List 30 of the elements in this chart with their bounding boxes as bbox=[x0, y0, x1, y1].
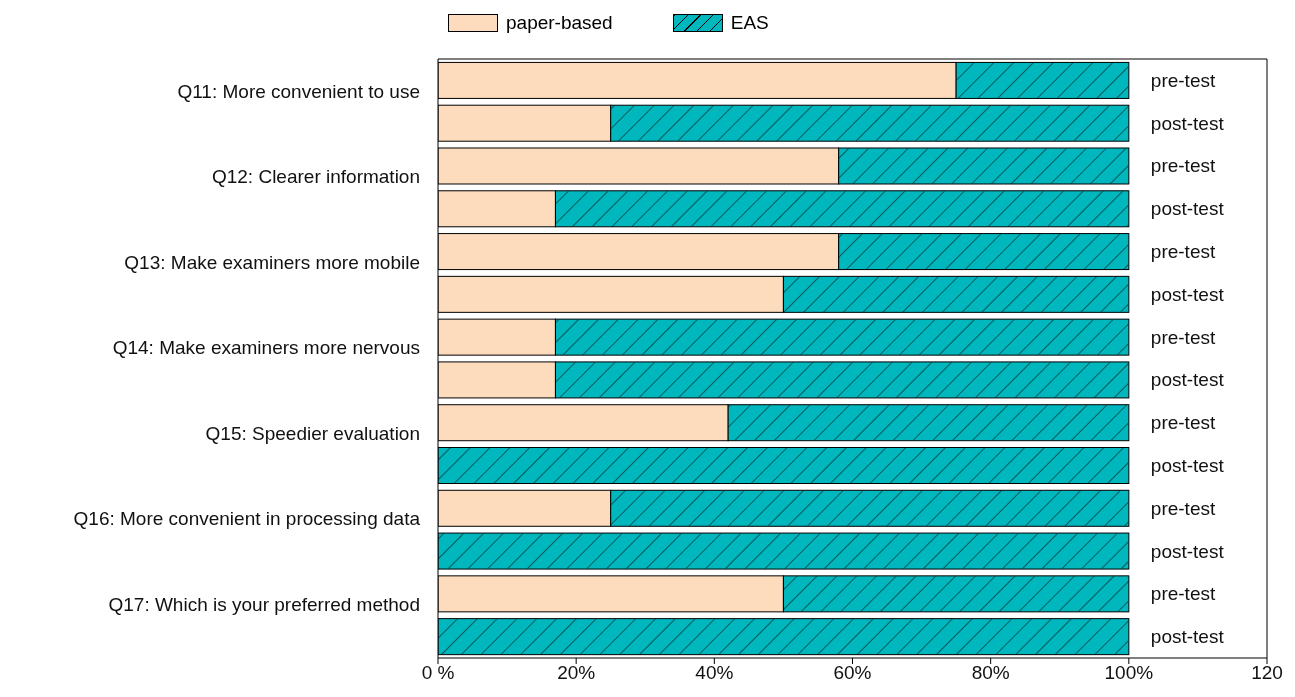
x-tick-label: 80% bbox=[971, 662, 1010, 684]
y-tick-label: Q13: Make examiners more mobile bbox=[124, 251, 420, 273]
y-tick-label: Q15: Speedier evaluation bbox=[205, 422, 420, 444]
y-tick-label: Q16: More convenient in processing data bbox=[73, 508, 421, 530]
y2-tick-label: post-test bbox=[1150, 540, 1225, 562]
x-tick-label: 0 % bbox=[421, 662, 455, 684]
y2-tick-label: pre-test bbox=[1150, 583, 1216, 605]
y2-tick-label: post-test bbox=[1150, 283, 1225, 305]
y-tick-label: Q17: Which is your preferred method bbox=[108, 594, 420, 616]
legend-label: paper-based bbox=[506, 12, 613, 34]
y-tick-label: Q11: More convenient to use bbox=[177, 80, 420, 102]
x-tick-label: 60% bbox=[833, 662, 872, 684]
x-tick-label: 100% bbox=[1104, 662, 1154, 684]
y2-tick-label: pre-test bbox=[1150, 497, 1216, 519]
y-tick-label: Q14: Make examiners more nervous bbox=[112, 337, 420, 359]
y2-tick-label: post-test bbox=[1150, 112, 1225, 134]
y2-tick-label: pre-test bbox=[1150, 326, 1216, 348]
y2-tick-label: pre-test bbox=[1150, 155, 1216, 177]
x-tick-label: 20% bbox=[557, 662, 596, 684]
y2-tick-label: post-test bbox=[1150, 454, 1225, 476]
y2-tick-label: post-test bbox=[1150, 198, 1225, 220]
y2-tick-label: post-test bbox=[1150, 369, 1225, 391]
x-tick-label: 40% bbox=[695, 662, 734, 684]
y2-tick-label: post-test bbox=[1150, 626, 1225, 648]
y2-tick-label: pre-test bbox=[1150, 241, 1216, 263]
y2-tick-label: pre-test bbox=[1150, 412, 1216, 434]
legend-label: EAS bbox=[730, 12, 769, 34]
x-tick-label: 120 bbox=[1251, 662, 1283, 684]
y2-tick-label: pre-test bbox=[1150, 69, 1216, 91]
y-tick-label: Q12: Clearer information bbox=[211, 166, 420, 188]
